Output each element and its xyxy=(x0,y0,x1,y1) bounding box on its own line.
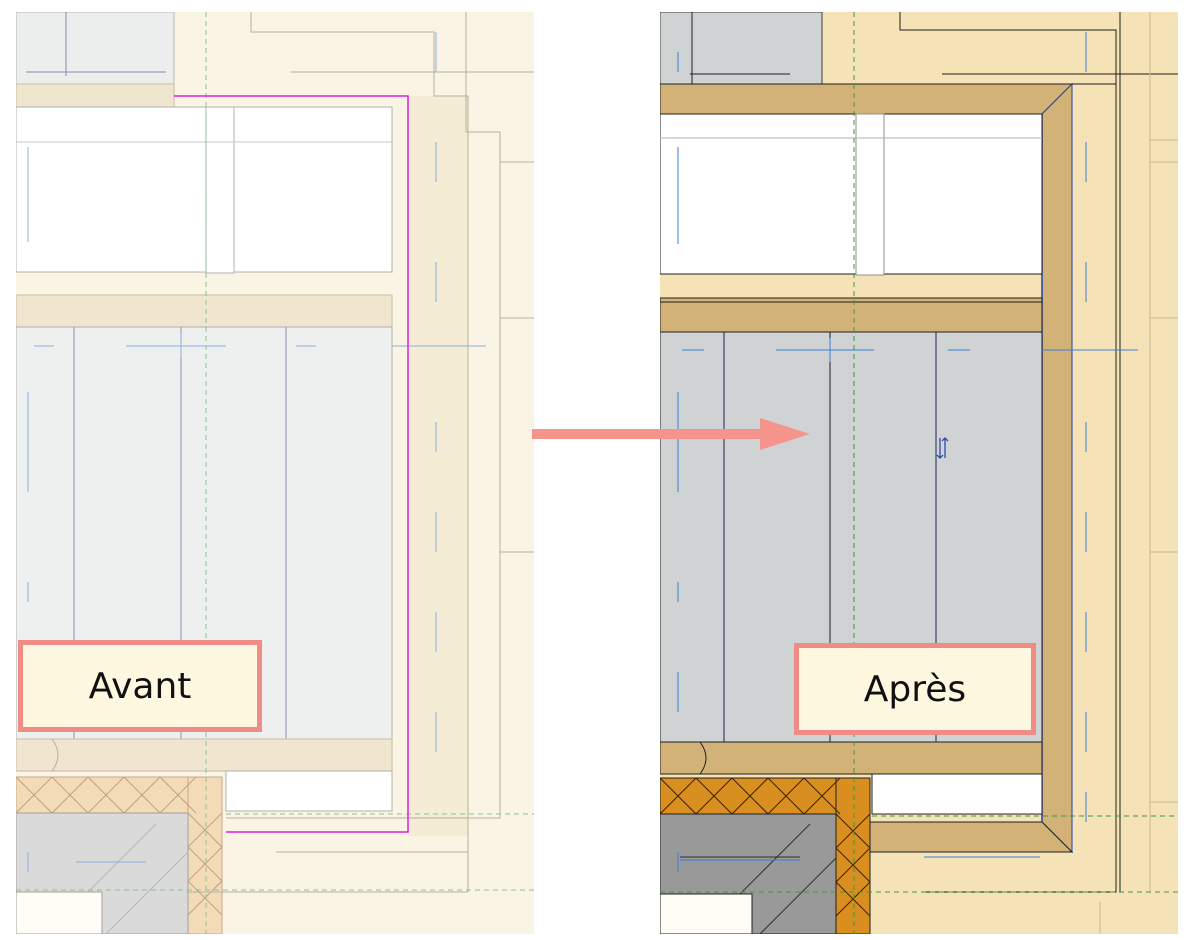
flip-arrows-icon[interactable] xyxy=(936,437,949,459)
after-mid-wall xyxy=(660,297,1043,333)
after-label: Après xyxy=(794,643,1036,735)
before-bottom-wall xyxy=(16,738,393,772)
after-insulation-top xyxy=(660,777,871,815)
after-axis-lines xyxy=(677,32,1138,872)
after-floor-plan xyxy=(660,12,1178,934)
before-grid-lines xyxy=(16,12,534,934)
after-plan-view xyxy=(660,12,1178,934)
before-label: Avant xyxy=(18,640,262,732)
after-insulation-side xyxy=(835,777,871,934)
after-lower-wall xyxy=(660,741,1043,775)
after-bottom-room xyxy=(660,893,753,934)
before-mid-wall xyxy=(16,294,393,328)
after-grid-lines xyxy=(660,12,1178,934)
before-white-post xyxy=(205,106,235,274)
after-insulation-hatch xyxy=(660,777,871,917)
before-label-text: Avant xyxy=(88,665,192,707)
after-white-post xyxy=(855,113,885,276)
after-top-left-room xyxy=(660,12,823,85)
before-right-band xyxy=(408,96,468,836)
before-door-arc xyxy=(51,738,59,772)
before-axis-lines xyxy=(27,32,486,872)
right-arrow-icon xyxy=(532,418,810,450)
after-bottom-wall xyxy=(869,821,1074,853)
before-white-room xyxy=(16,106,393,273)
before-floor-plan xyxy=(16,12,534,934)
before-selection-outline xyxy=(174,95,409,833)
after-label-text: Après xyxy=(863,668,967,710)
before-insulation-side xyxy=(187,776,223,934)
before-top-left-room xyxy=(16,12,175,85)
before-insulation-hatch xyxy=(16,776,223,916)
after-white-room xyxy=(660,113,1043,275)
after-small-room xyxy=(871,773,1043,815)
before-bottom-room xyxy=(16,891,103,934)
after-top-wall xyxy=(660,83,1074,115)
after-outer-light-walls xyxy=(1099,12,1178,934)
after-door-arc xyxy=(699,741,707,775)
before-plan-view xyxy=(16,12,534,934)
after-right-wall xyxy=(1041,82,1073,854)
before-small-room xyxy=(225,770,393,812)
